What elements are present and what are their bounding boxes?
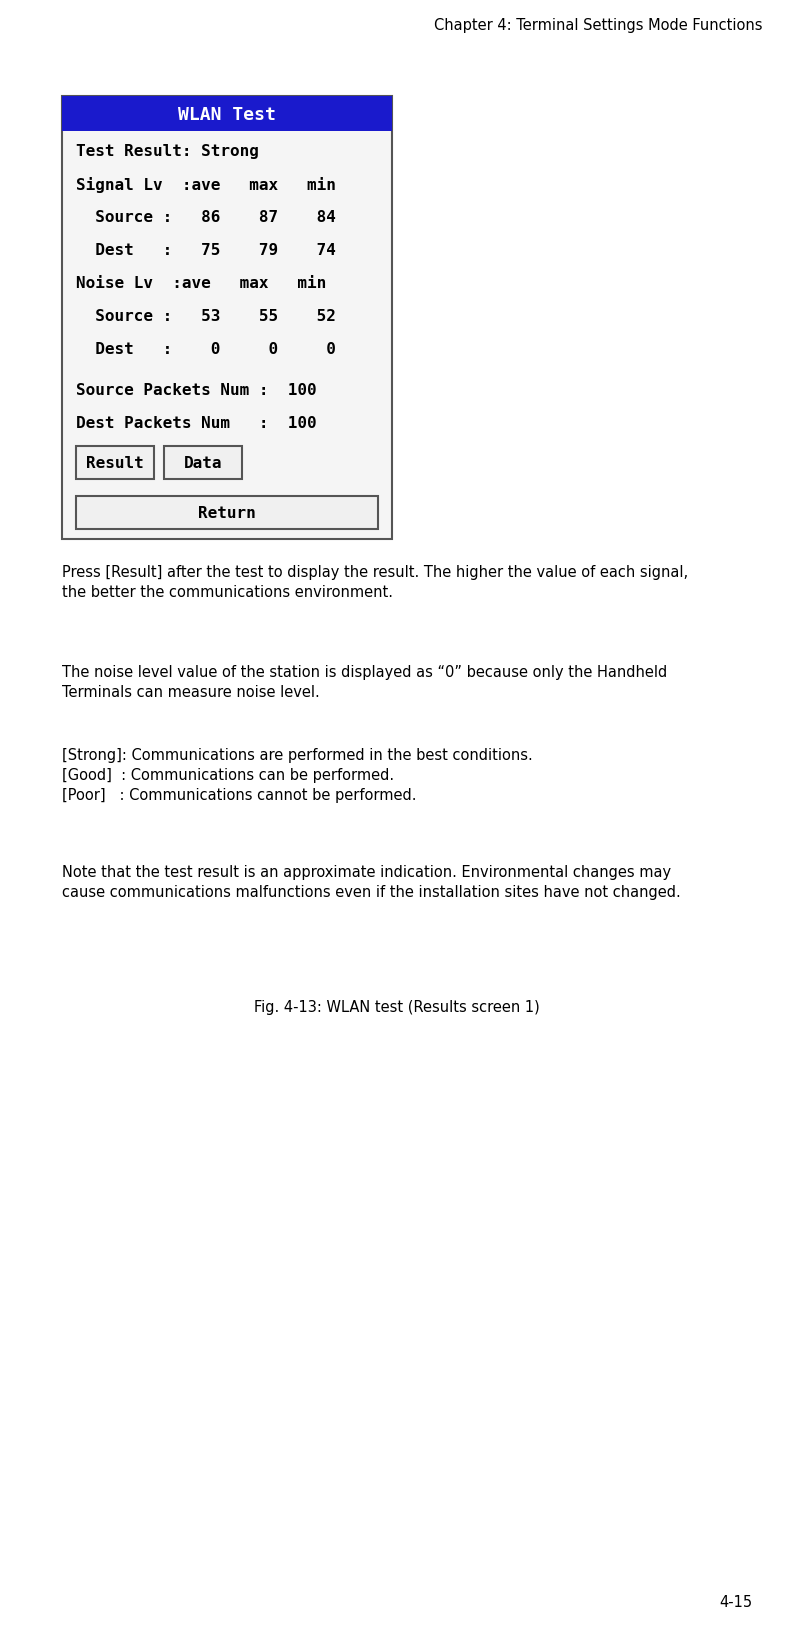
Text: Chapter 4: Terminal Settings Mode Functions: Chapter 4: Terminal Settings Mode Functi… <box>434 18 762 33</box>
Text: 4-15: 4-15 <box>719 1594 752 1609</box>
FancyBboxPatch shape <box>76 447 154 479</box>
Text: Signal Lv  :ave   max   min: Signal Lv :ave max min <box>76 178 336 192</box>
Text: Test Result: Strong: Test Result: Strong <box>76 143 259 158</box>
Text: Source Packets Num :  100: Source Packets Num : 100 <box>76 383 317 398</box>
FancyBboxPatch shape <box>62 96 392 540</box>
FancyBboxPatch shape <box>76 497 378 530</box>
Text: Fig. 4-13: WLAN test (Results screen 1): Fig. 4-13: WLAN test (Results screen 1) <box>254 999 540 1014</box>
Text: [Good]  : Communications can be performed.: [Good] : Communications can be performed… <box>62 768 394 782</box>
Text: [Poor]   : Communications cannot be performed.: [Poor] : Communications cannot be perfor… <box>62 787 417 802</box>
Text: [Strong]: Communications are performed in the best conditions.: [Strong]: Communications are performed i… <box>62 748 533 763</box>
Text: WLAN Test: WLAN Test <box>178 106 276 124</box>
Text: Dest Packets Num   :  100: Dest Packets Num : 100 <box>76 416 317 430</box>
Text: Data: Data <box>183 456 222 471</box>
Text: Result: Result <box>86 456 144 471</box>
Text: Source :   53    55    52: Source : 53 55 52 <box>76 308 336 324</box>
FancyBboxPatch shape <box>62 96 392 132</box>
Text: Source :   86    87    84: Source : 86 87 84 <box>76 210 336 225</box>
Text: Noise Lv  :ave   max   min: Noise Lv :ave max min <box>76 275 326 290</box>
FancyBboxPatch shape <box>164 447 242 479</box>
Text: Dest   :   75    79    74: Dest : 75 79 74 <box>76 243 336 258</box>
Text: Note that the test result is an approximate indication. Environmental changes ma: Note that the test result is an approxim… <box>62 864 680 900</box>
Text: The noise level value of the station is displayed as “0” because only the Handhe: The noise level value of the station is … <box>62 665 667 699</box>
Text: Dest   :    0     0     0: Dest : 0 0 0 <box>76 342 336 357</box>
Text: Press [Result] after the test to display the result. The higher the value of eac: Press [Result] after the test to display… <box>62 564 688 600</box>
Text: Return: Return <box>198 505 256 520</box>
